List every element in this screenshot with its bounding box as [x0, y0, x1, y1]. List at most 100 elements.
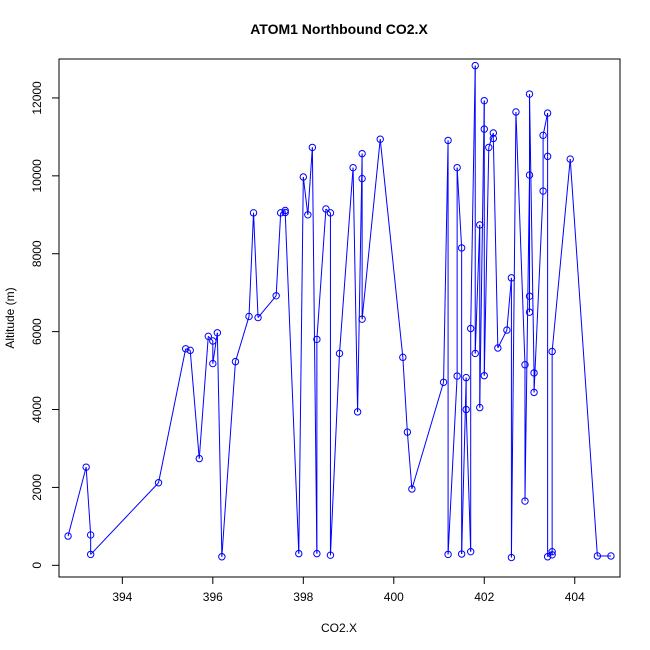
- y-tick-label: 6000: [30, 318, 44, 345]
- series-line-segment: [569, 159, 598, 557]
- x-tick-label: 398: [293, 590, 313, 604]
- series-line-segment: [67, 467, 87, 537]
- data-point: [476, 221, 484, 229]
- data-point: [476, 403, 484, 412]
- data-point: [480, 125, 488, 133]
- y-tick-label: 12000: [30, 81, 44, 115]
- data-point: [521, 361, 529, 369]
- series-line-segment: [307, 147, 313, 215]
- y-tick-label: 8000: [30, 240, 44, 267]
- data-point: [607, 552, 615, 560]
- series-line-segment: [443, 140, 449, 383]
- series-line-segment: [361, 139, 381, 320]
- data-point: [82, 463, 90, 471]
- series-line-segment: [257, 295, 277, 318]
- data-point: [86, 531, 95, 539]
- series-line-segment: [221, 361, 236, 557]
- series-line-segment: [352, 167, 359, 412]
- y-tick-label: 2000: [30, 474, 44, 501]
- x-tick-label: 396: [203, 590, 223, 604]
- data-point: [358, 315, 366, 323]
- series-line-segment: [302, 176, 309, 215]
- x-tick-label: 402: [474, 590, 494, 604]
- data-point: [272, 292, 280, 300]
- data-point: [408, 485, 416, 493]
- chart-title: ATOM1 Northbound CO2.X: [250, 21, 428, 37]
- series-line-segment: [470, 65, 476, 329]
- data-point: [521, 497, 529, 505]
- series-line-segment: [280, 210, 286, 214]
- series-line-segment: [329, 353, 340, 556]
- series-points: [64, 61, 615, 562]
- series-line-segment: [357, 153, 363, 412]
- series-line-segment: [411, 382, 445, 490]
- series-line-segment: [402, 357, 408, 433]
- data-point: [548, 347, 556, 356]
- data-point: [507, 553, 516, 562]
- data-point: [471, 61, 479, 70]
- data-point: [86, 550, 95, 559]
- series-line-segment: [311, 147, 318, 554]
- x-tick-label: 404: [565, 590, 585, 604]
- data-point: [444, 550, 452, 559]
- series-line-segment: [542, 113, 549, 136]
- data-point: [358, 174, 366, 183]
- data-point: [281, 206, 289, 215]
- data-point: [295, 549, 303, 558]
- data-point: [525, 292, 534, 300]
- series-line-segment: [479, 100, 485, 408]
- data-point: [457, 550, 466, 558]
- data-point: [566, 155, 574, 163]
- data-point: [195, 454, 203, 463]
- series-line-segment: [533, 191, 544, 393]
- data-point: [186, 346, 194, 355]
- series-line-segment: [185, 348, 191, 351]
- data-point: [593, 552, 602, 560]
- data-point: [249, 209, 258, 217]
- series-line-segment: [253, 212, 259, 318]
- data-point: [209, 337, 217, 345]
- y-tick-label: 4000: [30, 396, 44, 423]
- data-point: [154, 479, 163, 487]
- series-line-segment: [447, 376, 458, 555]
- series-line-segment: [85, 467, 92, 535]
- data-point: [543, 109, 552, 117]
- data-point: [313, 335, 321, 344]
- series-line-segment: [275, 212, 282, 296]
- x-tick-label: 394: [112, 590, 132, 604]
- data-point: [462, 373, 470, 382]
- series-line-segment: [492, 138, 499, 349]
- data-point: [313, 549, 321, 558]
- data-point: [376, 135, 384, 143]
- data-point: [525, 171, 534, 179]
- data-point: [457, 244, 466, 252]
- series-line-segment: [316, 208, 327, 340]
- data-point: [299, 173, 308, 181]
- y-axis: 0 2000 4000 6000 8000 10000 12000: [30, 81, 59, 569]
- data-point: [548, 551, 556, 559]
- series-line-segment: [158, 348, 187, 483]
- data-point: [485, 143, 493, 152]
- y-tick-label: 0: [30, 562, 44, 569]
- series-line-segment: [284, 212, 300, 554]
- data-point: [326, 209, 335, 217]
- plot-frame: [58, 58, 621, 578]
- data-point: [399, 353, 407, 362]
- data-point: [512, 108, 520, 116]
- data-point: [467, 547, 475, 556]
- data-point: [245, 312, 253, 321]
- data-point: [444, 136, 452, 145]
- series-line-segment: [529, 94, 535, 373]
- series-line-segment: [524, 175, 531, 502]
- data-point: [467, 324, 475, 333]
- data-point: [530, 369, 538, 377]
- data-point: [462, 405, 470, 414]
- data-point: [471, 349, 479, 358]
- data-point: [322, 205, 330, 213]
- series-line-segment: [234, 316, 250, 362]
- data-point: [548, 547, 556, 556]
- y-tick-label: 10000: [30, 159, 44, 193]
- series-line-segment: [465, 409, 472, 552]
- data-point: [494, 344, 502, 352]
